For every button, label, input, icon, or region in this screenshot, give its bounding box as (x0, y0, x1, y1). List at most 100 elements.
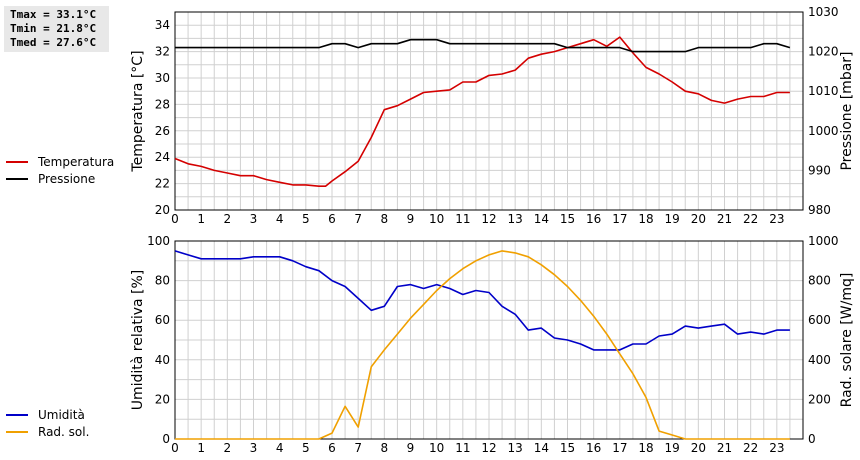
x-tick-label: 17 (612, 212, 627, 226)
x-tick-label: 9 (407, 212, 415, 226)
x-tick-label: 11 (455, 212, 470, 226)
x-tick-label: 10 (429, 212, 444, 226)
x-tick-label: 3 (250, 212, 258, 226)
x-tick-label: 6 (328, 212, 336, 226)
x-tick-label: 1 (197, 212, 205, 226)
legend-swatch-radsol (6, 430, 28, 433)
x-tick-label: 7 (354, 212, 362, 226)
x-tick-label: 6 (328, 441, 336, 455)
legend-label-pressione: Pressione (38, 171, 96, 186)
x-tick-label: 16 (586, 441, 601, 455)
y-tick-label-right: 1030 (808, 5, 839, 19)
x-tick-label: 2 (224, 441, 232, 455)
series-line-rad-sol (175, 250, 790, 440)
y-tick-label-left: 60 (155, 313, 170, 327)
legend-item-temperatura: Temperatura (6, 153, 114, 170)
x-tick-label: 2 (224, 212, 232, 226)
x-tick-label: 12 (481, 441, 496, 455)
x-tick-label: 14 (534, 441, 549, 455)
x-tick-label: 3 (250, 441, 258, 455)
y-axis-title-left: Temperatura [°C] (130, 50, 146, 172)
y-tick-label-right: 1000 (808, 124, 839, 138)
y-axis-title-right: Rad. solare [W/mq] (839, 273, 855, 408)
legend-swatch-pressione (6, 177, 28, 180)
x-tick-label: 15 (560, 441, 575, 455)
legend-top: Temperatura Pressione (6, 153, 114, 187)
legend-item-umidita: Umidità (6, 406, 89, 423)
y-tick-label-right: 200 (808, 392, 831, 406)
y-tick-label-left: 26 (155, 124, 170, 138)
x-tick-label: 21 (717, 441, 732, 455)
y-tick-label-right: 980 (808, 203, 831, 217)
y-tick-label-left: 0 (162, 432, 170, 446)
x-tick-label: 0 (171, 441, 179, 455)
x-tick-label: 14 (534, 212, 549, 226)
y-tick-label-left: 40 (155, 353, 170, 367)
x-tick-label: 19 (665, 441, 680, 455)
tmin-label: Tmin = 21.8°C (10, 22, 97, 35)
legend-label-radsol: Rad. sol. (38, 424, 90, 439)
x-tick-label: 19 (665, 212, 680, 226)
x-tick-label: 5 (302, 441, 310, 455)
legend-item-radsol: Rad. sol. (6, 423, 89, 440)
legend-swatch-umidita (6, 413, 28, 416)
x-tick-label: 8 (381, 212, 389, 226)
legend-swatch-temperatura (6, 160, 28, 163)
x-tick-label: 0 (171, 212, 179, 226)
y-tick-label-left: 20 (155, 392, 170, 406)
x-tick-label: 5 (302, 212, 310, 226)
series-line-umidit (174, 250, 790, 351)
x-tick-label: 18 (638, 441, 653, 455)
y-tick-label-left: 34 (155, 18, 170, 32)
x-tick-label: 4 (276, 212, 284, 226)
x-tick-label: 13 (508, 441, 523, 455)
x-tick-label: 11 (455, 441, 470, 455)
legend-label-umidita: Umidità (38, 407, 85, 422)
y-axis-title-right: Pressione [mbar] (839, 51, 855, 170)
legend-item-pressione: Pressione (6, 170, 114, 187)
y-tick-label-right: 0 (808, 432, 816, 446)
y-tick-label-right: 1000 (808, 234, 839, 248)
y-tick-label-left: 20 (155, 203, 170, 217)
tmed-label: Tmed = 27.6°C (10, 36, 97, 49)
y-tick-label-right: 600 (808, 313, 831, 327)
x-tick-label: 21 (717, 212, 732, 226)
y-tick-label-right: 1010 (808, 84, 839, 98)
x-tick-label: 22 (743, 441, 758, 455)
y-tick-label-left: 80 (155, 274, 170, 288)
x-tick-label: 8 (381, 441, 389, 455)
stats-box: Tmax = 33.1°C Tmin = 21.8°C Tmed = 27.6°… (4, 6, 109, 52)
x-tick-label: 10 (429, 441, 444, 455)
y-tick-label-left: 30 (155, 71, 170, 85)
x-tick-label: 1 (197, 441, 205, 455)
x-tick-label: 22 (743, 212, 758, 226)
legend-label-temperatura: Temperatura (38, 154, 115, 169)
y-tick-label-left: 32 (155, 45, 170, 59)
y-tick-label-right: 800 (808, 274, 831, 288)
x-tick-label: 13 (508, 212, 523, 226)
plot-frame (174, 240, 804, 440)
tmax-label: Tmax = 33.1°C (10, 8, 97, 21)
x-tick-label: 20 (691, 441, 706, 455)
x-tick-label: 23 (769, 212, 784, 226)
series-line-temperatura (174, 36, 790, 187)
x-tick-label: 17 (612, 441, 627, 455)
y-tick-label-right: 1020 (808, 45, 839, 59)
y-axis-title-left: Umidità relativa [%] (130, 270, 146, 411)
y-tick-label-right: 400 (808, 353, 831, 367)
x-tick-label: 12 (481, 212, 496, 226)
y-tick-label-right: 990 (808, 163, 831, 177)
x-tick-label: 18 (638, 212, 653, 226)
x-tick-label: 23 (769, 441, 784, 455)
x-tick-label: 7 (354, 441, 362, 455)
x-tick-label: 16 (586, 212, 601, 226)
x-tick-label: 4 (276, 441, 284, 455)
y-tick-label-left: 28 (155, 97, 170, 111)
x-tick-label: 20 (691, 212, 706, 226)
legend-bottom: Umidità Rad. sol. (6, 406, 89, 440)
plot-frame (174, 11, 804, 211)
x-tick-label: 15 (560, 212, 575, 226)
y-tick-label-left: 24 (155, 150, 170, 164)
y-tick-label-left: 100 (147, 234, 170, 248)
